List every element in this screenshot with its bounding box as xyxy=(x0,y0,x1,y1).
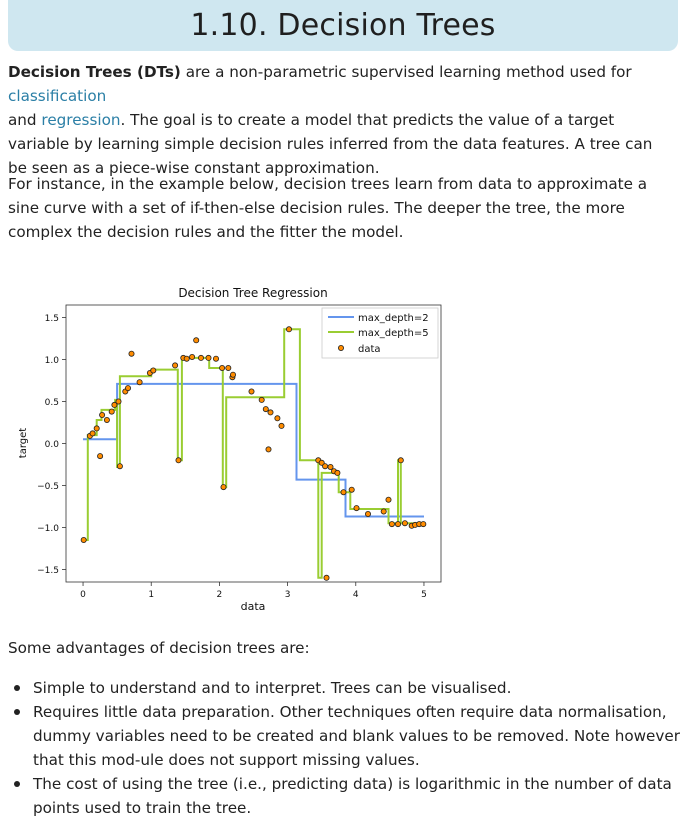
y-tick-label: −1.5 xyxy=(37,566,59,576)
data-point xyxy=(136,379,143,386)
data-point xyxy=(248,388,255,395)
data-point xyxy=(116,463,123,470)
data-point xyxy=(267,409,274,416)
data-point xyxy=(193,337,200,344)
intro-text-2: and xyxy=(8,111,42,129)
data-point xyxy=(229,371,236,378)
data-point xyxy=(205,354,212,361)
page-title-bar: 1.10. Decision Trees xyxy=(8,0,678,51)
intro-paragraph: Decision Trees (DTs) are a non-parametri… xyxy=(8,60,674,180)
data-point xyxy=(385,496,392,503)
x-tick-label: 0 xyxy=(80,590,86,600)
data-point xyxy=(420,521,427,528)
data-point xyxy=(348,486,355,493)
x-tick-label: 3 xyxy=(285,590,291,600)
advantages-intro: Some advantages of decision trees are: xyxy=(8,639,310,657)
decision-tree-regression-chart: Decision Tree Regression 1.5 1.0 0.5 0.0 −0.… xyxy=(18,286,442,613)
data-point xyxy=(265,446,272,453)
data-point xyxy=(93,425,100,432)
data-point xyxy=(285,326,292,333)
advantages-list: Simple to understand and to interpret. T… xyxy=(8,676,683,820)
data-point xyxy=(220,484,227,491)
data-point xyxy=(80,536,87,543)
x-tick-label: 1 xyxy=(148,590,154,600)
data-point xyxy=(397,457,404,464)
data-point xyxy=(327,463,334,470)
x-tick-label: 5 xyxy=(421,590,427,600)
y-axis-label: target xyxy=(18,428,29,458)
chart-legend: max_depth=2 max_depth=5 data xyxy=(321,307,439,359)
data-point xyxy=(103,416,110,423)
data-point xyxy=(334,469,341,476)
advantage-item: The cost of using the tree (i.e., predic… xyxy=(14,772,683,820)
y-tick-label: 0.0 xyxy=(45,440,60,450)
y-axis: 1.5 1.0 0.5 0.0 −0.5 −1.0 −1.5 xyxy=(37,314,66,576)
legend-label-depth-5: max_depth=5 xyxy=(358,328,429,339)
x-tick-label: 2 xyxy=(217,590,223,600)
data-point xyxy=(322,463,329,470)
scatter-points xyxy=(80,326,427,581)
data-point xyxy=(108,408,115,415)
data-point xyxy=(172,362,179,369)
data-point xyxy=(189,354,196,361)
y-tick-label: 1.0 xyxy=(45,356,60,366)
chart-title: Decision Tree Regression xyxy=(178,286,327,300)
x-axis: 0 1 2 3 4 5 xyxy=(80,582,427,600)
data-point xyxy=(262,406,269,413)
y-tick-label: −1.0 xyxy=(37,524,59,534)
data-point xyxy=(278,422,285,429)
data-point xyxy=(175,457,182,464)
page-title: 1.10. Decision Trees xyxy=(190,8,496,43)
example-paragraph: For instance, in the example below, deci… xyxy=(8,175,648,241)
data-point xyxy=(258,396,265,403)
y-tick-label: −0.5 xyxy=(37,482,59,492)
data-point xyxy=(353,505,360,512)
data-point xyxy=(212,355,219,362)
legend-swatch-data xyxy=(337,345,344,352)
classification-link[interactable]: classification xyxy=(8,87,107,105)
legend-label-depth-2: max_depth=2 xyxy=(358,313,429,324)
data-point xyxy=(111,401,118,408)
y-tick-label: 1.5 xyxy=(45,314,59,324)
x-tick-label: 4 xyxy=(353,590,359,600)
advantage-item: Simple to understand and to interpret. T… xyxy=(14,676,683,700)
data-point xyxy=(323,574,330,581)
intro-text-1: are a non-parametric supervised learning… xyxy=(180,63,632,81)
series-line-depth-5 xyxy=(83,328,424,579)
data-point xyxy=(183,355,190,362)
data-point xyxy=(394,521,401,528)
data-point xyxy=(364,510,371,517)
data-point xyxy=(128,350,135,357)
data-point xyxy=(197,354,204,361)
y-tick-label: 0.5 xyxy=(45,398,59,408)
legend-label-data: data xyxy=(358,344,381,355)
data-point xyxy=(89,430,96,437)
data-point xyxy=(388,521,395,528)
data-point xyxy=(125,385,132,392)
intro-text-3: . The goal is to create a model that pre… xyxy=(8,111,653,177)
intro-bold-term: Decision Trees (DTs) xyxy=(8,63,181,81)
series-line-depth-2 xyxy=(83,382,424,518)
data-point xyxy=(115,398,122,405)
data-point xyxy=(225,365,232,372)
data-point xyxy=(150,367,157,374)
x-axis-label: data xyxy=(241,600,266,613)
data-point xyxy=(99,411,106,418)
regression-link[interactable]: regression xyxy=(41,111,121,129)
data-point xyxy=(97,453,104,460)
advantage-item: Requires little data preparation. Other … xyxy=(14,700,683,772)
data-point xyxy=(219,365,226,372)
data-point xyxy=(380,508,387,515)
data-point xyxy=(340,489,347,496)
data-point xyxy=(401,520,408,527)
series-lines xyxy=(83,328,424,579)
data-point xyxy=(274,415,281,422)
